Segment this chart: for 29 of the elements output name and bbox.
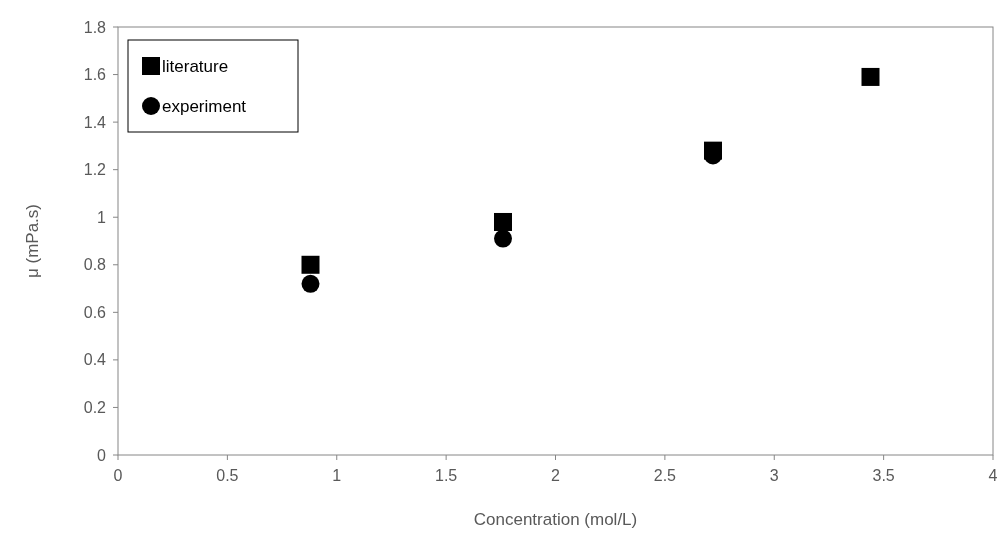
point [861, 67, 880, 86]
y-tick-label: 1.4 [83, 113, 107, 131]
y-axis-title: μ (mPa.s) [23, 203, 42, 279]
x-tick-label: 0.5 [216, 467, 239, 484]
legend-label: experiment [162, 96, 247, 116]
point [301, 274, 320, 293]
x-tick-label: 2 [551, 467, 561, 484]
x-tick-label: 1 [332, 467, 342, 484]
point [301, 255, 320, 274]
y-tick-label: 1.2 [83, 161, 107, 179]
x-tick-label: 3.5 [872, 467, 895, 484]
x-tick-label: 4 [988, 467, 998, 484]
x-tick-label: 2.5 [653, 467, 677, 484]
y-tick-label: 1.6 [83, 66, 107, 84]
y-tick-label: 0.2 [83, 399, 107, 417]
y-tick-label: 0 [97, 446, 107, 464]
y-tick-label: 1.8 [83, 18, 107, 36]
legend-label: literature [162, 56, 229, 76]
point [704, 141, 722, 160]
x-axis-title: Concentration (mol/L) [473, 510, 638, 529]
x-tick-label: 1.5 [435, 467, 458, 484]
y-tick-label: 0.8 [83, 256, 107, 274]
x-tick-label: 0 [113, 467, 123, 484]
y-tick-label: 0.4 [83, 351, 107, 369]
y-tick-label: 1 [97, 208, 107, 226]
y-tick-label: 0.6 [83, 303, 107, 321]
x-tick-label: 3 [769, 467, 779, 484]
point [494, 229, 512, 248]
point [494, 212, 512, 231]
